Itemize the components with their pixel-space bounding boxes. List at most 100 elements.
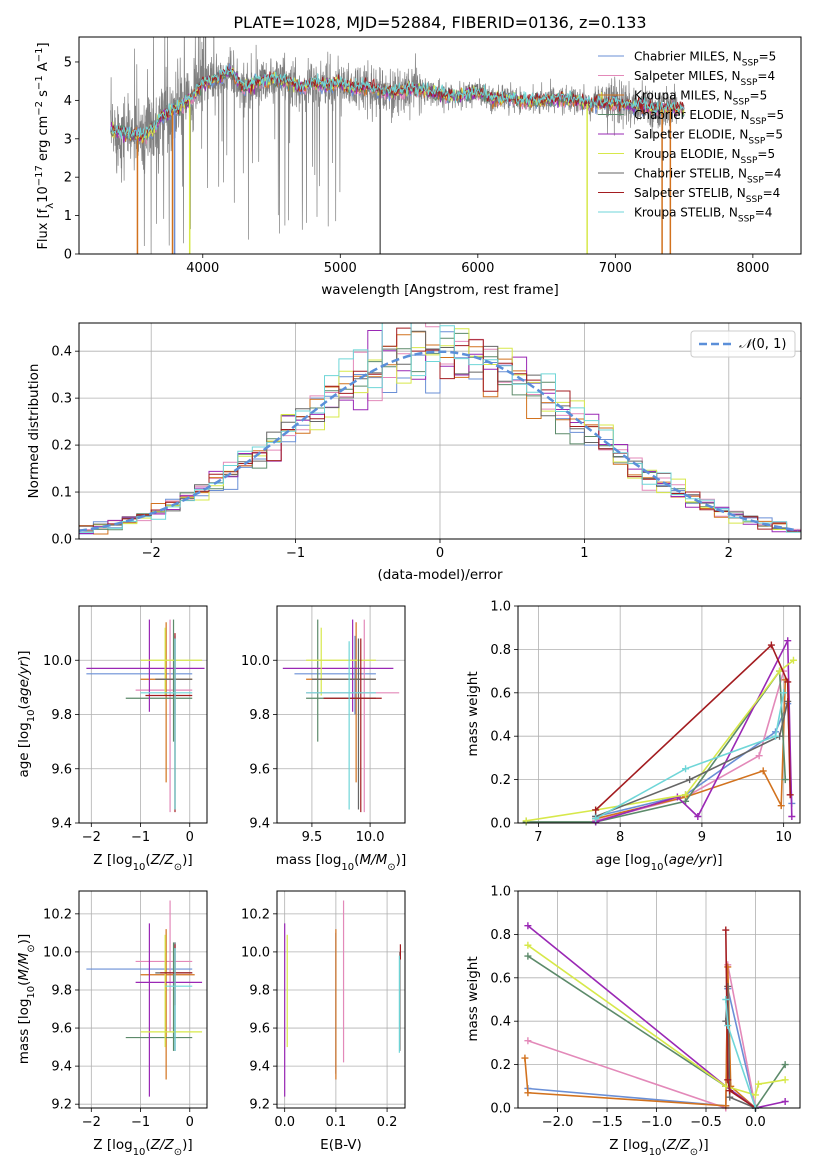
residuals-xtick-label: 2 bbox=[725, 546, 733, 561]
age-vs-metallicity-xtick-label: −2 bbox=[82, 830, 101, 845]
residuals-xtick-label: 0 bbox=[436, 546, 444, 561]
age-vs-metallicity-ylabel: age [log10(age/yr)] bbox=[16, 650, 37, 777]
residuals-xtick-label: −2 bbox=[142, 546, 161, 561]
weight-vs-metallicity-ytick-label: 0.0 bbox=[490, 1102, 511, 1117]
weight-vs-age-line-salpeter-stelib bbox=[595, 643, 791, 811]
weight-vs-metallicity-ytick-label: 0.6 bbox=[490, 971, 511, 986]
spectrum-ytick-label: 5 bbox=[64, 55, 72, 70]
legend-count: =4 bbox=[763, 186, 781, 200]
spectrum-plot-area bbox=[110, 37, 685, 254]
age-vs-metallicity-plot-area bbox=[79, 606, 207, 824]
age-vs-mass-ytick-label: 9.8 bbox=[249, 708, 270, 723]
residuals-legend: 𝒩(0, 1) bbox=[690, 330, 796, 358]
mass-vs-extinction-ytick-label: 9.6 bbox=[249, 1022, 270, 1037]
legend-count: =5 bbox=[766, 108, 784, 122]
gaussian-curve bbox=[79, 350, 799, 533]
mass-vs-metallicity-ytick-label: 9.6 bbox=[51, 1022, 72, 1037]
weight-vs-age-ylabel: mass weight bbox=[465, 671, 481, 756]
weight-vs-metallicity-marker-kroupa-elodie bbox=[754, 1080, 762, 1088]
weight-vs-metallicity-marker-kroupa-elodie bbox=[781, 1076, 789, 1084]
legend-sub: SSP bbox=[747, 176, 764, 186]
residuals-plot-area bbox=[79, 323, 801, 535]
weight-vs-age-marker-kroupa-stelib bbox=[682, 765, 690, 773]
legend-text: Salpeter MILES, N bbox=[634, 69, 741, 83]
legend-label-salpeter-stelib: Salpeter STELIB, NSSP=4 bbox=[634, 186, 780, 205]
age-vs-mass-ytick-label: 9.6 bbox=[249, 762, 270, 777]
weight-vs-metallicity-marker-chabrier-elodie bbox=[524, 952, 532, 960]
spectrum-xtick-label: 5000 bbox=[324, 261, 357, 276]
weight-vs-metallicity-ytick-label: 0.8 bbox=[490, 928, 511, 943]
weight-vs-metallicity-marker-chabrier-stelib bbox=[724, 982, 732, 990]
weight-vs-age-marker-salpeter-stelib bbox=[767, 641, 775, 649]
mass-vs-extinction-ytick-label: 10.2 bbox=[241, 907, 270, 922]
observed-spectrum-line bbox=[110, 37, 678, 254]
legend-text: Salpeter ELODIE, N bbox=[634, 128, 748, 142]
spectrum-xtick-label: 4000 bbox=[186, 261, 219, 276]
legend-text: Chabrier STELIB, N bbox=[634, 167, 747, 181]
legend-text: Chabrier MILES, N bbox=[634, 50, 742, 64]
legend-count: =4 bbox=[757, 69, 775, 83]
legend-label-salpeter-elodie: Salpeter ELODIE, NSSP=5 bbox=[634, 128, 783, 147]
spectrum-panel: PLATE=1028, MJD=52884, FIBERID=0136, z=0… bbox=[34, 13, 802, 298]
weight-vs-age-xtick-label: 9 bbox=[698, 830, 706, 845]
weight-vs-metallicity-marker-kroupa-stelib bbox=[722, 996, 730, 1003]
weight-vs-metallicity-marker-salpeter-stelib bbox=[726, 1087, 734, 1095]
legend-sub: SSP bbox=[741, 78, 758, 88]
weight-vs-age-marker-kroupa-elodie bbox=[682, 791, 690, 799]
mass-vs-extinction-ytick-label: 9.8 bbox=[249, 983, 270, 998]
weight-vs-metallicity-ytick-label: 0.4 bbox=[490, 1015, 511, 1030]
legend-sub: SSP bbox=[748, 137, 765, 147]
mass-vs-extinction-plot-area bbox=[277, 891, 405, 1108]
weight-vs-age-ytick-label: 0.2 bbox=[490, 773, 511, 788]
age-vs-mass-panel: 9.5 10.0 9.4 9.6 9.8 10.0 mass [log10(M/M⊙)] bbox=[241, 605, 406, 873]
mass-vs-extinction-xtick-label: 0.0 bbox=[274, 1115, 295, 1130]
age-vs-mass-plot-area bbox=[277, 606, 405, 824]
mass-vs-metallicity-xtick-label: 0 bbox=[186, 1115, 194, 1130]
legend-sub: SSP bbox=[741, 156, 758, 166]
spectrum-xtick-label: 8000 bbox=[736, 261, 769, 276]
mass-vs-metallicity-ytick-label: 9.4 bbox=[51, 1060, 72, 1075]
weight-vs-age-xtick-label: 8 bbox=[616, 830, 624, 845]
weight-vs-age-marker-salpeter-stelib bbox=[786, 791, 794, 799]
weight-vs-age-marker-salpeter-elodie bbox=[784, 637, 792, 645]
weight-vs-metallicity-marker-salpeter-stelib bbox=[724, 1076, 732, 1084]
weight-vs-age-marker-kroupa-elodie bbox=[776, 667, 784, 675]
weight-vs-age-xtick-label: 10 bbox=[775, 830, 792, 845]
weight-vs-age-ytick-label: 0.0 bbox=[490, 817, 511, 832]
spectrum-axes: 4000 5000 6000 7000 8000 0 1 2 3 4 5 bbox=[64, 55, 770, 276]
mass-vs-metallicity-xtick-label: −1 bbox=[131, 1115, 150, 1130]
mass-vs-metallicity-ylabel: mass [log10(M/M⊙)] bbox=[16, 934, 37, 1064]
spectrum-title: PLATE=1028, MJD=52884, FIBERID=0136, z=0… bbox=[233, 13, 646, 32]
weight-vs-age-marker-salpeter-miles bbox=[755, 752, 763, 760]
age-vs-metallicity-ytick-label: 10.0 bbox=[43, 654, 72, 669]
weight-vs-metallicity-ytick-label: 1.0 bbox=[490, 885, 511, 900]
legend-sub: SSP bbox=[733, 98, 750, 108]
weight-vs-metallicity-xtick-label: −2.0 bbox=[542, 1115, 574, 1130]
weight-vs-age-marker-kroupa-stelib bbox=[780, 689, 788, 697]
mass-vs-metallicity-xlabel: Z [log10(Z/Z⊙)] bbox=[93, 1137, 192, 1158]
spectrum-model-salpeter-stelib bbox=[110, 66, 685, 141]
spectrum-frame bbox=[78, 36, 802, 255]
legend-sub: SSP bbox=[746, 195, 763, 205]
legend-sub: SSP bbox=[750, 117, 767, 127]
mass-vs-extinction-xtick-label: 0.2 bbox=[377, 1115, 398, 1130]
weight-vs-metallicity-frame bbox=[517, 890, 801, 1109]
spectrum-ytick-label: 0 bbox=[64, 248, 72, 263]
weight-vs-metallicity-marker-salpeter-elodie bbox=[781, 1097, 789, 1105]
age-vs-mass-xlabel: mass [log10(M/M⊙)] bbox=[276, 852, 406, 873]
weight-vs-metallicity-xlabel: Z [log10(Z/Z⊙)] bbox=[609, 1137, 708, 1158]
spectrum-ytick-label: 1 bbox=[64, 209, 72, 224]
weight-vs-age-line-kroupa-stelib bbox=[595, 692, 785, 820]
residuals-ylabel: Normed distribution bbox=[26, 364, 42, 499]
spectrum-model-kroupa-stelib bbox=[110, 65, 685, 139]
mass-vs-metallicity-ytick-label: 10.2 bbox=[43, 907, 72, 922]
weight-vs-metallicity-marker-chabrier-elodie bbox=[781, 1061, 789, 1069]
weight-vs-metallicity-panel: −2.0 −1.5 −1.0 −0.5 0.0 0.0 0.2 0.4 0.6 0.8 1.0 Z … bbox=[465, 885, 801, 1158]
residuals-ytick-label: 0.0 bbox=[51, 533, 72, 548]
legend-count: =5 bbox=[757, 147, 775, 161]
legend-count: =5 bbox=[765, 128, 783, 142]
age-vs-mass-ytick-label: 10.0 bbox=[241, 654, 270, 669]
weight-vs-age-panel: 7 8 9 10 0.0 0.2 0.4 0.6 0.8 1.0 age [log10(age/y… bbox=[465, 600, 801, 873]
weight-vs-age-marker-chabrier-elodie bbox=[781, 776, 789, 784]
